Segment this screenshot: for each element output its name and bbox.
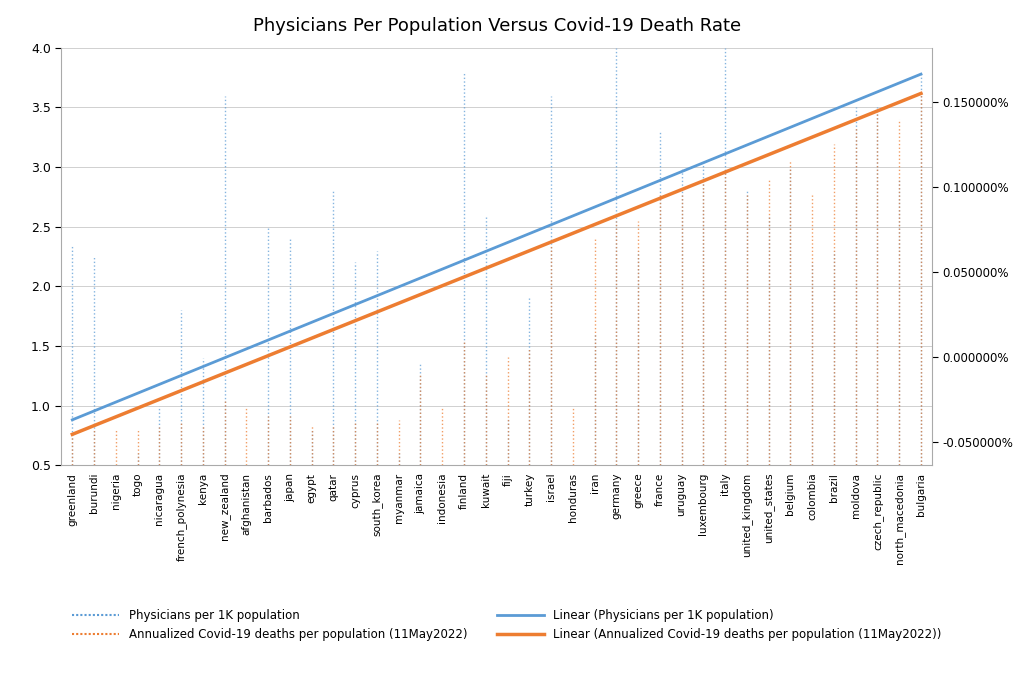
Legend: Physicians per 1K population, Annualized Covid-19 deaths per population (11May20: Physicians per 1K population, Annualized… [68,605,946,646]
Title: Physicians Per Population Versus Covid-19 Death Rate: Physicians Per Population Versus Covid-1… [253,17,740,35]
